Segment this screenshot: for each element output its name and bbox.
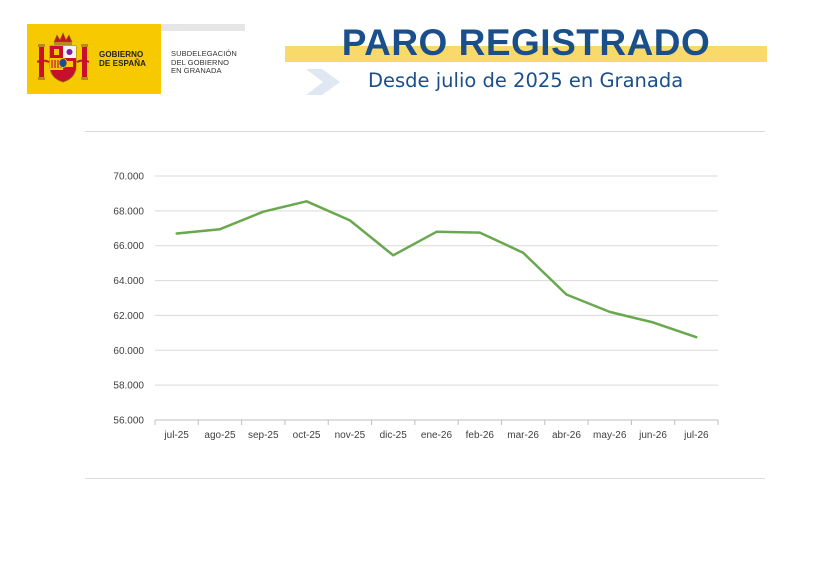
y-tick-label: 60.000 — [113, 346, 144, 357]
chart-frame-bottom-line — [85, 478, 765, 479]
gov-line-2: DE ESPAÑA — [99, 59, 146, 68]
sub-line-1: SUBDELEGACIÓN — [171, 49, 237, 58]
logo-gray-strip — [161, 24, 245, 31]
gov-line-1: GOBIERNO — [99, 50, 144, 59]
chart-gridlines — [155, 175, 718, 386]
x-tick-label: dic-25 — [380, 430, 408, 441]
x-tick-label: may-26 — [593, 430, 627, 441]
y-tick-label: 62.000 — [113, 311, 144, 322]
x-tick-label: ene-26 — [421, 430, 453, 441]
x-tick-label: sep-25 — [248, 430, 279, 441]
x-tick-label: mar-26 — [507, 430, 539, 441]
x-tick-label: ago-25 — [204, 430, 236, 441]
logo-yellow-panel — [27, 24, 161, 94]
title-highlight-band — [285, 46, 767, 62]
coat-of-arms-icon — [37, 32, 89, 83]
y-tick-label: 68.000 — [113, 206, 144, 217]
series-line — [175, 200, 698, 339]
x-tick-label: abr-26 — [552, 430, 581, 441]
chevron-right-icon — [306, 69, 340, 95]
y-tick-label: 70.000 — [113, 172, 144, 183]
x-tick-label: jul-26 — [683, 430, 709, 441]
chart-tick-labels: 56.000 58.000 60.000 62.000 64.000 66.000 68.0… — [113, 172, 709, 442]
y-tick-label: 56.000 — [113, 416, 144, 427]
chart-axis — [154, 419, 719, 425]
government-logo: GOBIERNO DE ESPAÑA SUBDELEGACIÓN DEL GOB… — [27, 24, 245, 94]
subdelegation-name: SUBDELEGACIÓN DEL GOBIERNO EN GRANADA — [171, 49, 237, 76]
government-name: GOBIERNO DE ESPAÑA — [99, 50, 146, 68]
y-tick-label: 64.000 — [113, 276, 144, 287]
page-subtitle: Desde julio de 2025 en Granada — [368, 69, 684, 92]
y-tick-label: 58.000 — [113, 381, 144, 392]
chart-series — [175, 200, 698, 339]
sub-line-2: DEL GOBIERNO — [171, 57, 230, 67]
x-tick-label: nov-25 — [335, 430, 366, 441]
page-title: PARO REGISTRADO — [341, 22, 711, 63]
x-tick-label: jul-25 — [163, 430, 189, 441]
sub-line-3: EN GRANADA — [171, 66, 222, 75]
x-tick-label: feb-26 — [466, 430, 495, 441]
chart-frame-top-line — [85, 131, 765, 132]
x-tick-label: jun-26 — [638, 430, 667, 441]
y-tick-label: 66.000 — [113, 241, 144, 252]
x-tick-label: oct-25 — [293, 430, 321, 441]
